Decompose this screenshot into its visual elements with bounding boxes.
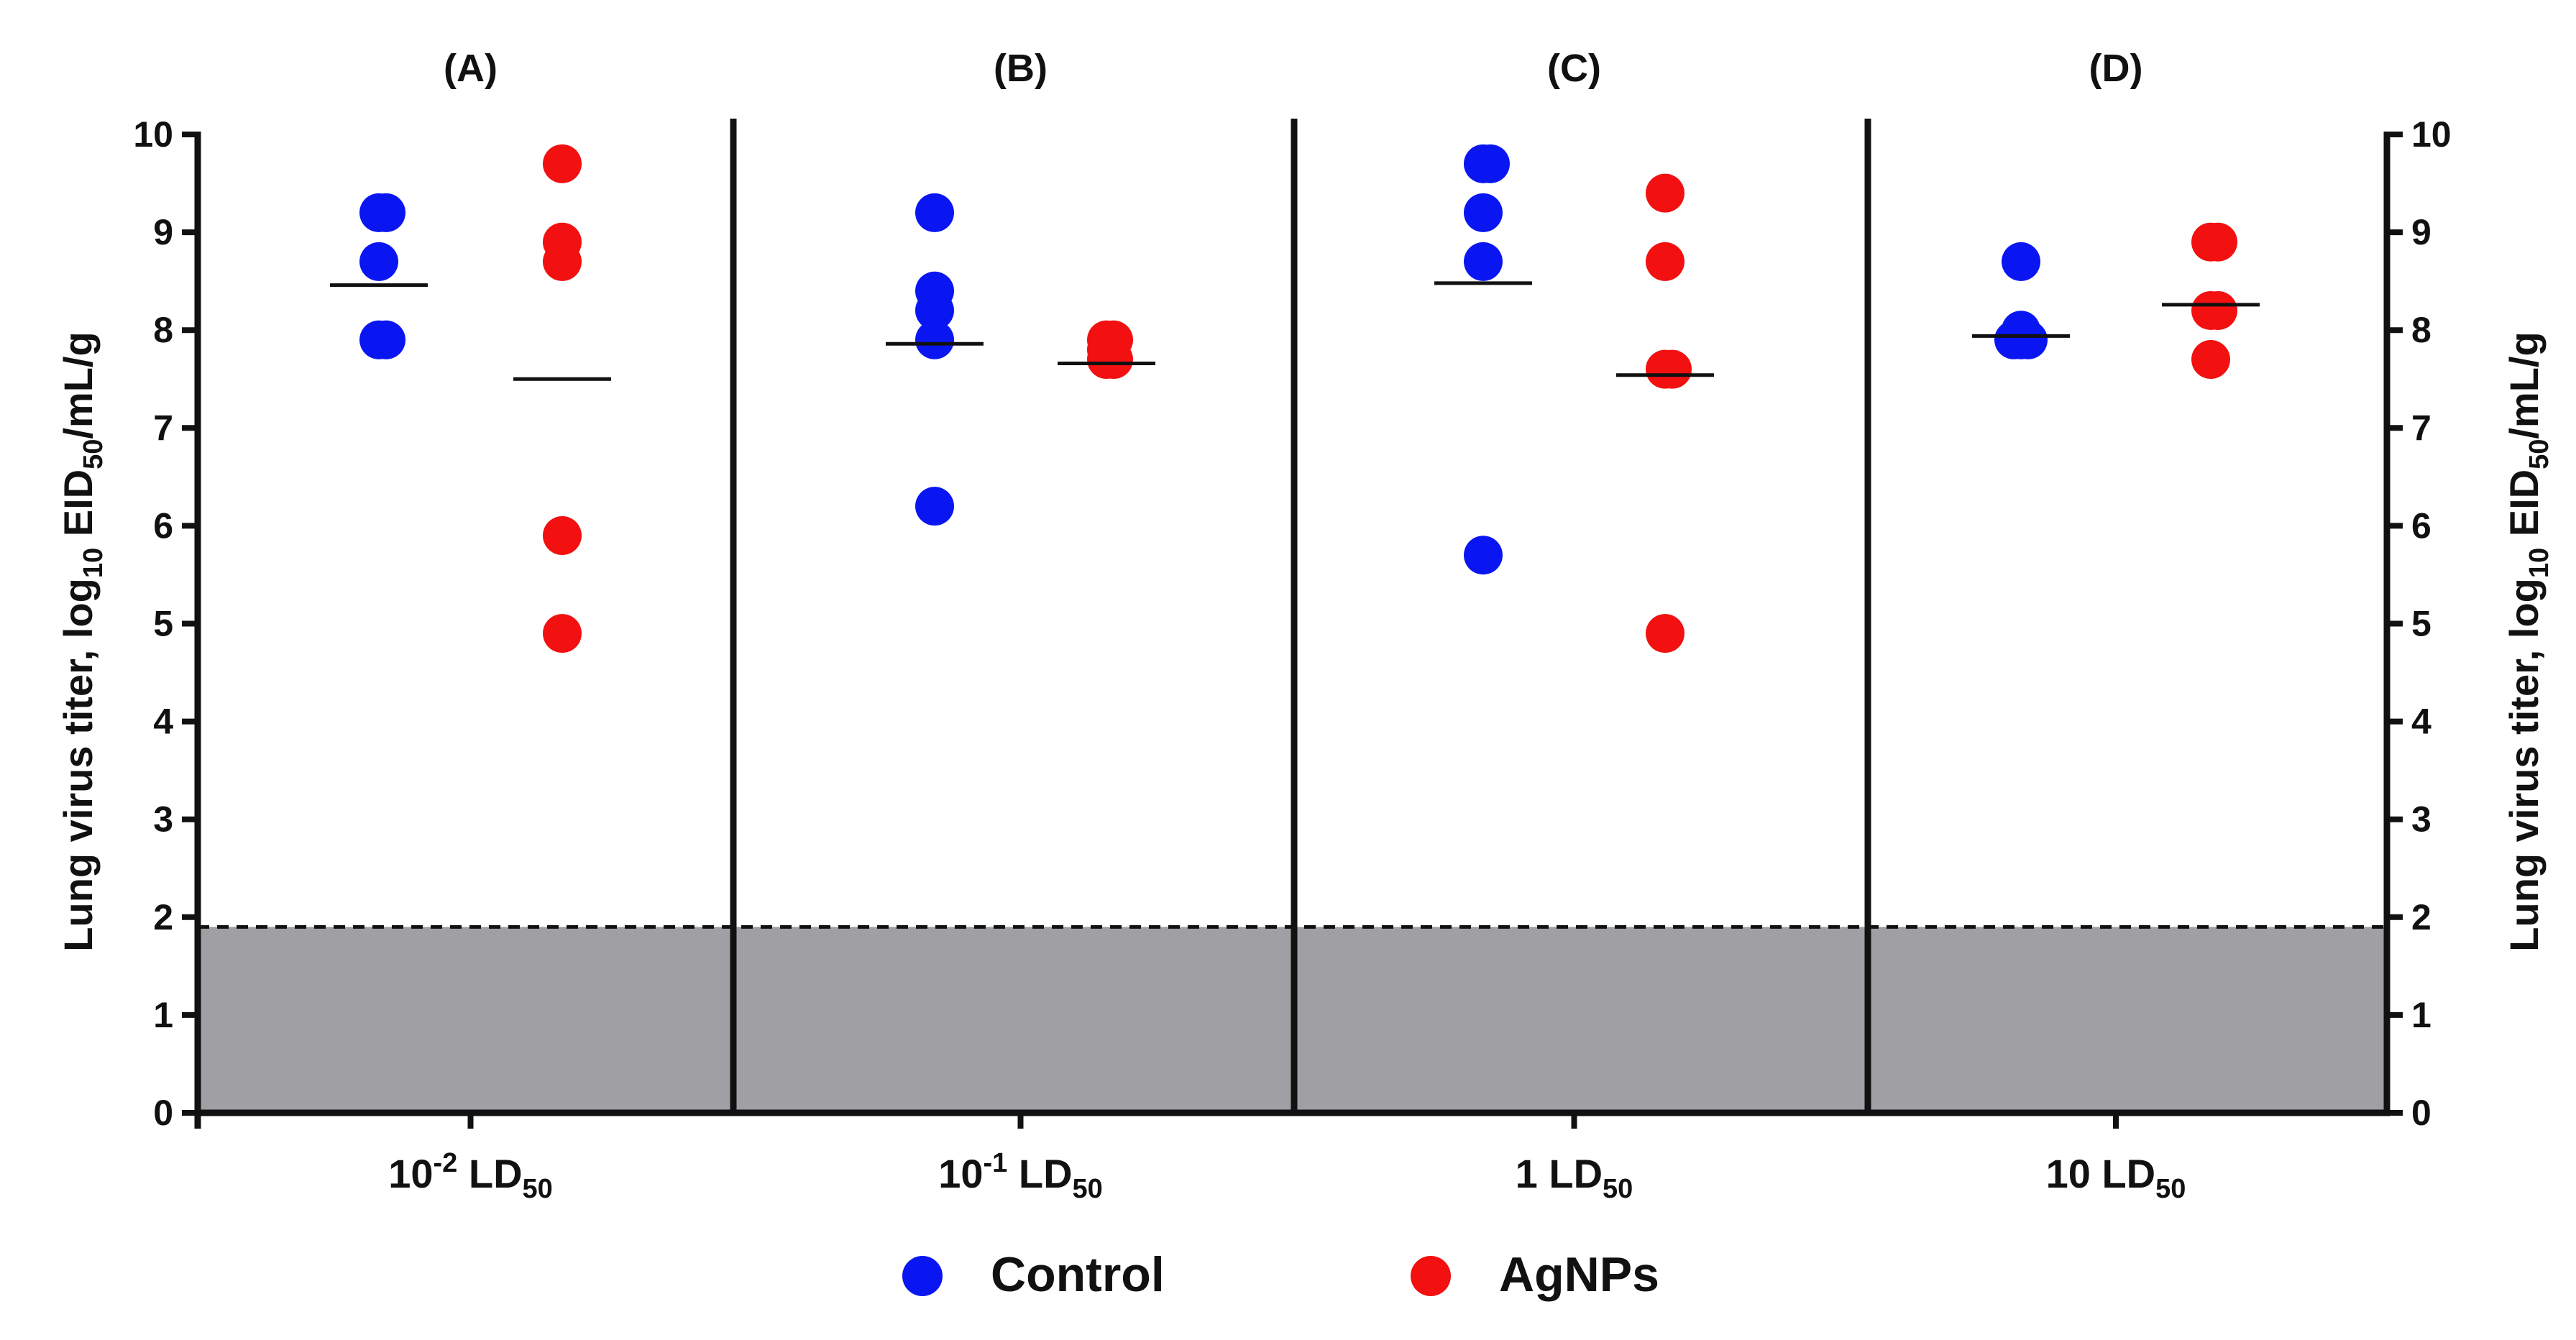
control-point — [367, 320, 405, 359]
y-tick-label-right: 0 — [2411, 1093, 2431, 1133]
control-point — [915, 487, 954, 526]
legend-marker-control — [902, 1256, 943, 1296]
agnps-point — [1646, 242, 1685, 281]
y-tick-label-left: 0 — [153, 1093, 173, 1133]
legend-marker-agnps — [1411, 1256, 1451, 1296]
y-tick-label-left: 6 — [153, 505, 173, 546]
y-tick-label-right: 9 — [2411, 212, 2431, 252]
panel-title: (D) — [2089, 47, 2143, 90]
agnps-point — [1646, 614, 1685, 653]
y-tick-label-left: 1 — [153, 995, 173, 1035]
y-axis-title-left: Lung virus titer, log10 EID50/mL/g — [55, 331, 109, 951]
y-tick-label-left: 4 — [153, 702, 173, 742]
category-label: 10-1 LD50 — [938, 1148, 1103, 1204]
y-tick-label-right: 8 — [2411, 310, 2431, 350]
y-tick-label-right: 5 — [2411, 604, 2431, 644]
y-tick-label-left: 9 — [153, 212, 173, 252]
agnps-point — [543, 614, 582, 653]
mean-lines — [330, 281, 2260, 381]
y-tick-label-left: 7 — [153, 408, 173, 448]
legend-label-control: Control — [991, 1247, 1165, 1302]
panel-title: (A) — [444, 47, 498, 90]
panel-dividers — [730, 119, 1871, 1113]
y-tick-label-left: 5 — [153, 604, 173, 644]
control-point — [2002, 242, 2040, 281]
y-tick-label-right: 6 — [2411, 505, 2431, 546]
y-tick-label-left: 8 — [153, 310, 173, 350]
control-point — [1464, 242, 1503, 281]
agnps-point — [1094, 340, 1133, 380]
agnps-point — [543, 144, 582, 183]
panel-title: (B) — [994, 47, 1048, 90]
y-tick-label-left: 2 — [153, 897, 173, 937]
control-point — [1464, 536, 1503, 575]
y-tick-label-right: 7 — [2411, 408, 2431, 448]
y-tick-label-right: 10 — [2411, 114, 2452, 155]
y-tick-label-right: 4 — [2411, 702, 2431, 742]
y-axis-title-right: Lung virus titer, log10 EID50/mL/g — [2501, 331, 2554, 951]
panel-title: (C) — [1547, 47, 1601, 90]
control-point — [915, 320, 954, 359]
y-tick-label-right: 3 — [2411, 799, 2431, 840]
control-point — [915, 290, 954, 330]
y-tick-label-right: 2 — [2411, 897, 2431, 937]
control-point — [359, 242, 398, 281]
agnps-point — [2191, 340, 2230, 380]
legend: Control AgNPs — [902, 1247, 1659, 1302]
control-point — [367, 193, 405, 232]
control-point — [1994, 320, 2033, 359]
y-tick-label-right: 1 — [2411, 995, 2431, 1035]
legend-label-agnps: AgNPs — [1499, 1247, 1659, 1302]
agnps-point — [543, 242, 582, 281]
agnps-point — [1653, 349, 1692, 389]
agnps-point — [543, 516, 582, 556]
labels: Lung virus titer, log10 EID50/mL/g Lung v… — [55, 47, 2554, 1204]
agnps-point — [2199, 290, 2237, 330]
y-tick-label-left: 10 — [133, 114, 173, 155]
y-tick-label-left: 3 — [153, 799, 173, 840]
axes: 0 0 1 1 2 2 3 3 4 4 5 5 6 6 7 7 8 8 9 9 10 10 — [133, 114, 2451, 1133]
agnps-point — [1646, 173, 1685, 213]
category-label: 1 LD50 — [1516, 1151, 1633, 1204]
control-point — [1464, 193, 1503, 232]
data-points — [359, 144, 2237, 653]
category-label: 10-2 LD50 — [388, 1148, 553, 1204]
control-point — [1471, 144, 1510, 183]
control-point — [915, 193, 954, 232]
agnps-point — [2199, 222, 2237, 262]
category-label: 10 LD50 — [2046, 1151, 2186, 1204]
